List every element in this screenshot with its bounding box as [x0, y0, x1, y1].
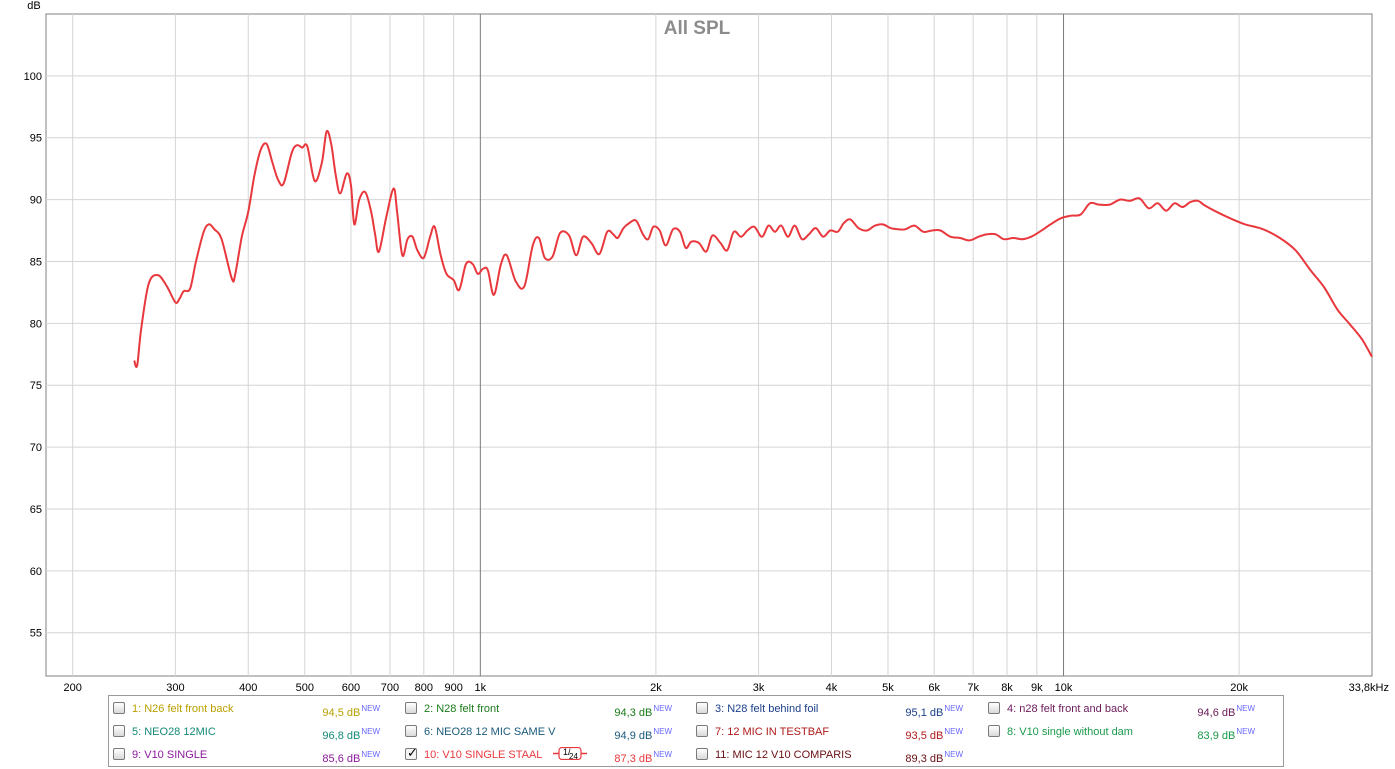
grid [46, 14, 1372, 676]
legend-value: 96,8 dBNEW [322, 727, 380, 742]
legend-value: 89,3 dBNEW [905, 750, 963, 765]
legend-value: 95,1 dBNEW [905, 704, 963, 719]
y-tick-label: 70 [30, 442, 42, 454]
smoothing-text: 1/ [563, 747, 571, 757]
legend-item: ✓ 10: V10 SINGLE STAAL 1/24 87,3 dBNEW [405, 745, 691, 765]
new-badge: NEW [361, 727, 380, 736]
legend-checkbox[interactable] [113, 725, 125, 737]
legend-checkbox[interactable] [405, 702, 417, 714]
legend-item: 7: 12 MIC IN TESTBAF 93,5 dBNEW [696, 723, 982, 742]
y-tick-label: 90 [30, 195, 42, 207]
series-line [133, 129, 1373, 368]
legend-checkbox[interactable] [696, 702, 708, 714]
plot-area[interactable] [45, 13, 1373, 677]
x-tick-label: 5k [882, 682, 894, 694]
legend-name: 3: N28 felt behind foil [715, 703, 819, 715]
legend-name: 6: NEO28 12 MIC SAME V [424, 726, 556, 738]
legend-checkbox[interactable] [113, 748, 125, 760]
legend-item: 4: n28 felt front and back 94,6 dBNEW [988, 700, 1274, 719]
smoothing-text: 24 [569, 752, 578, 760]
x-tick-label: 33,8kHz [1349, 682, 1389, 694]
legend-name: 11: MIC 12 V10 COMPARIS [715, 749, 852, 761]
x-tick-label: 500 [296, 682, 314, 694]
x-tick-label: 1k [475, 682, 487, 694]
legend-value: 94,9 dBNEW [614, 727, 672, 742]
series-layer [133, 129, 1373, 368]
legend-checkbox[interactable] [113, 702, 125, 714]
x-tick-label: 300 [166, 682, 184, 694]
new-badge: NEW [1236, 727, 1255, 736]
y-tick-label: 85 [30, 256, 42, 268]
new-badge: NEW [653, 750, 672, 759]
new-badge: NEW [361, 750, 380, 759]
y-tick-label: 60 [30, 566, 42, 578]
x-tick-label: 6k [928, 682, 940, 694]
x-tick-label: 7k [967, 682, 979, 694]
legend-name: 2: N28 felt front [424, 703, 500, 715]
legend-checkbox[interactable] [696, 748, 708, 760]
legend-value: 87,3 dBNEW [614, 750, 672, 765]
x-tick-label: 9k [1031, 682, 1043, 694]
legend-checkbox[interactable] [696, 725, 708, 737]
legend-item: 6: NEO28 12 MIC SAME V 94,9 dBNEW [405, 723, 691, 742]
legend-name: 5: NEO28 12MIC [132, 726, 216, 738]
y-tick-label: 55 [30, 628, 42, 640]
legend-name: 8: V10 single without dam [1007, 726, 1133, 738]
legend-item: 5: NEO28 12MIC 96,8 dBNEW [113, 723, 399, 742]
new-badge: NEW [361, 704, 380, 713]
legend-value: 85,6 dBNEW [322, 750, 380, 765]
legend-checkbox[interactable]: ✓ [405, 745, 418, 760]
chart-title: All SPL [664, 18, 731, 39]
legend-panel: 1: N26 felt front back 94,5 dBNEW 2: N28 f… [108, 695, 1284, 767]
legend-value: 94,5 dBNEW [322, 704, 380, 719]
legend-item: 1: N26 felt front back 94,5 dBNEW [113, 700, 399, 719]
legend-name: 9: V10 SINGLE [132, 749, 208, 761]
legend-name: 1: N26 felt front back [132, 703, 234, 715]
legend-value: 94,3 dBNEW [614, 704, 672, 719]
y-tick-label: 95 [30, 133, 42, 145]
legend-checkbox[interactable] [988, 702, 1000, 714]
smoothing-badge[interactable]: 1/24 [553, 747, 587, 760]
legend-checkbox[interactable] [405, 725, 417, 737]
new-badge: NEW [653, 727, 672, 736]
legend-item: 8: V10 single without dam 83,9 dBNEW [988, 723, 1274, 742]
new-badge: NEW [944, 704, 963, 713]
checkmark-icon: ✓ [407, 745, 418, 760]
legend-name: 7: 12 MIC IN TESTBAF [715, 726, 830, 738]
y-axis-unit: dB [27, 0, 40, 12]
x-tick-label: 10k [1055, 682, 1073, 694]
x-tick-label: 2k [650, 682, 662, 694]
legend-item: 11: MIC 12 V10 COMPARIS 89,3 dBNEW [696, 746, 982, 765]
legend-value: 94,6 dBNEW [1197, 704, 1255, 719]
legend-value: 83,9 dBNEW [1197, 727, 1255, 742]
x-tick-label: 4k [826, 682, 838, 694]
new-badge: NEW [653, 704, 672, 713]
x-tick-label: 400 [239, 682, 257, 694]
new-badge: NEW [1236, 704, 1255, 713]
x-tick-label: 900 [444, 682, 462, 694]
x-tick-label: 600 [342, 682, 360, 694]
y-tick-label: 100 [24, 71, 42, 83]
x-tick-label: 200 [64, 682, 82, 694]
y-tick-label: 65 [30, 504, 42, 516]
x-tick-label: 8k [1001, 682, 1013, 694]
new-badge: NEW [944, 727, 963, 736]
x-tick-label: 700 [381, 682, 399, 694]
y-tick-label: 80 [30, 318, 42, 330]
tick-labels: 55 60 65 70 75 80 85 90 95 100 200 300 400 500 600 700 8… [24, 71, 1389, 694]
x-tick-label: 3k [753, 682, 765, 694]
legend-name: 4: n28 felt front and back [1007, 703, 1129, 715]
y-tick-label: 75 [30, 380, 42, 392]
legend-name: 10: V10 SINGLE STAAL [424, 749, 543, 761]
legend-item: 2: N28 felt front 94,3 dBNEW [405, 700, 691, 719]
new-badge: NEW [944, 750, 963, 759]
legend-item: 9: V10 SINGLE 85,6 dBNEW [113, 746, 399, 765]
legend-value: 93,5 dBNEW [905, 727, 963, 742]
legend-checkbox[interactable] [988, 725, 1000, 737]
x-tick-label: 800 [415, 682, 433, 694]
legend-item: 3: N28 felt behind foil 95,1 dBNEW [696, 700, 982, 719]
x-tick-label: 20k [1230, 682, 1248, 694]
